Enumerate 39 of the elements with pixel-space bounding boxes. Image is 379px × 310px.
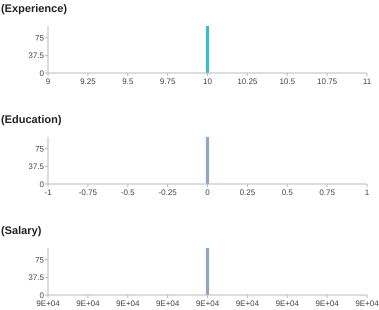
y-tick-label: 37.5 bbox=[28, 51, 45, 60]
y-tick-label: 75 bbox=[35, 34, 45, 43]
x-tick-label: 9.25 bbox=[80, 77, 96, 86]
x-tick-label: -0.5 bbox=[120, 188, 136, 197]
x-tick-label: 0.25 bbox=[240, 188, 256, 197]
x-tick-label: 0.75 bbox=[319, 188, 336, 197]
chart-title: (Education) bbox=[1, 114, 62, 126]
x-tick-label: 9E+04 bbox=[236, 299, 260, 308]
x-tick-label: -0.25 bbox=[158, 188, 178, 197]
y-tick-label: 0 bbox=[40, 180, 45, 189]
x-tick-label: 9.75 bbox=[160, 77, 176, 86]
x-tick-label: 9E+04 bbox=[276, 299, 300, 308]
x-tick-label: 9E+04 bbox=[116, 299, 140, 308]
y-tick-label: 37.5 bbox=[28, 162, 45, 172]
x-tick-label: 10.25 bbox=[237, 77, 258, 86]
x-tick-label: 9E+04 bbox=[36, 299, 60, 308]
x-tick-label: 11 bbox=[362, 77, 372, 86]
x-tick-label: -0.75 bbox=[78, 188, 98, 197]
x-tick-label: 9E+04 bbox=[355, 299, 379, 308]
x-tick-label: 0.5 bbox=[282, 188, 294, 197]
x-tick-label: 9E+04 bbox=[156, 299, 180, 308]
x-tick-label: -1 bbox=[44, 188, 52, 197]
x-tick-label: 9.5 bbox=[122, 77, 134, 86]
x-tick-label: 10.5 bbox=[279, 77, 296, 86]
y-tick-label: 0 bbox=[40, 68, 45, 78]
y-tick-label: 75 bbox=[35, 144, 45, 154]
x-tick-label: 9E+04 bbox=[315, 299, 340, 308]
x-tick-label: 10 bbox=[203, 77, 212, 86]
y-tick-label: 37.5 bbox=[28, 273, 45, 282]
x-tick-label: 0 bbox=[205, 188, 210, 197]
x-tick-label: 9E+04 bbox=[196, 299, 220, 308]
x-tick-label: 9 bbox=[46, 77, 51, 86]
y-tick-label: 0 bbox=[40, 290, 45, 300]
y-tick-label: 75 bbox=[35, 256, 45, 265]
x-tick-label: 10.75 bbox=[317, 77, 338, 86]
chart-title: (Salary) bbox=[1, 225, 42, 237]
x-tick-label: 9E+04 bbox=[76, 299, 100, 308]
x-tick-label: 1 bbox=[364, 188, 370, 197]
chart-title: (Experience) bbox=[1, 3, 68, 15]
